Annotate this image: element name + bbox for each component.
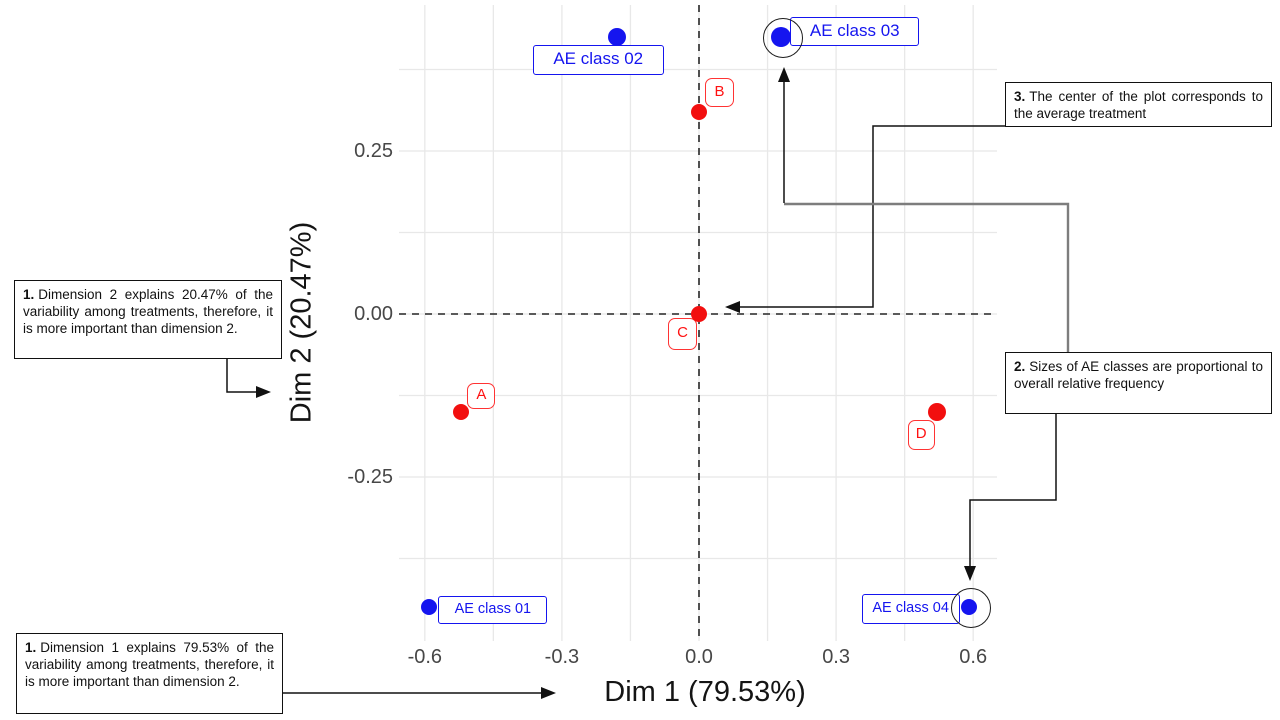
x-tick-label: 0.3 bbox=[822, 646, 850, 668]
annotation-number: 1. bbox=[23, 287, 35, 302]
point-label-ae-class-01: AE class 01 bbox=[438, 596, 548, 625]
y-axis-title: Dim 2 (20.47%) bbox=[285, 221, 318, 424]
annotation-number: 1. bbox=[25, 640, 37, 655]
highlight-circle-ae-class-03 bbox=[763, 17, 804, 58]
connector-size-note-to-class04 bbox=[964, 413, 1057, 581]
x-tick-label: 0.6 bbox=[959, 646, 988, 668]
connector-dim2-note bbox=[226, 358, 271, 398]
annotation-plot-center: 3. The center of the plot corresponds to … bbox=[1005, 82, 1272, 127]
data-point-d bbox=[927, 402, 946, 421]
connector-center-note bbox=[725, 125, 1005, 313]
point-label-a: A bbox=[467, 382, 496, 409]
annotation-ae-class-sizes: 2. Sizes of AE classes are proportional t… bbox=[1005, 352, 1272, 414]
annotation-number: 3. bbox=[1014, 89, 1026, 104]
data-point-b bbox=[691, 103, 707, 120]
point-label-c: C bbox=[668, 318, 697, 350]
point-label-d: D bbox=[907, 419, 935, 450]
annotation-dim1-explains: 1. Dimension 1 explains 79.53% of the var… bbox=[16, 633, 283, 714]
point-label-ae-class-04: AE class 04 bbox=[861, 594, 960, 625]
data-point-ae-class-01 bbox=[421, 599, 438, 616]
annotation-text: Dimension 1 explains 79.53% of the varia… bbox=[25, 640, 274, 689]
x-tick-label: -0.6 bbox=[407, 646, 443, 668]
reference-lines bbox=[399, 5, 997, 641]
gridlines bbox=[399, 5, 997, 641]
connector-size-note-top-gray bbox=[784, 202, 1070, 352]
annotation-number: 2. bbox=[1014, 359, 1026, 374]
data-point-a bbox=[453, 403, 470, 420]
point-label-b: B bbox=[705, 77, 734, 107]
annotation-text: Dimension 2 explains 20.47% of the varia… bbox=[23, 287, 273, 336]
y-tick-label: -0.25 bbox=[347, 466, 393, 488]
annotation-dim2-explains: 1. Dimension 2 explains 20.47% of the var… bbox=[14, 280, 282, 359]
data-point-ae-class-02 bbox=[607, 27, 626, 46]
highlight-circle-ae-class-04 bbox=[950, 588, 991, 629]
point-label-ae-class-02: AE class 02 bbox=[532, 44, 664, 75]
x-tick-label: 0.0 bbox=[685, 646, 713, 668]
x-axis-title: Dim 1 (79.53%) bbox=[604, 676, 806, 708]
y-tick-label: 0.00 bbox=[354, 303, 393, 325]
y-tick-label: 0.25 bbox=[354, 140, 393, 162]
point-label-ae-class-03: AE class 03 bbox=[790, 16, 920, 46]
annotation-text: Sizes of AE classes are proportional to … bbox=[1014, 359, 1263, 391]
x-tick-label: -0.3 bbox=[544, 646, 580, 668]
annotation-text: The center of the plot corresponds to th… bbox=[1014, 89, 1263, 121]
data-point-c bbox=[691, 306, 707, 322]
